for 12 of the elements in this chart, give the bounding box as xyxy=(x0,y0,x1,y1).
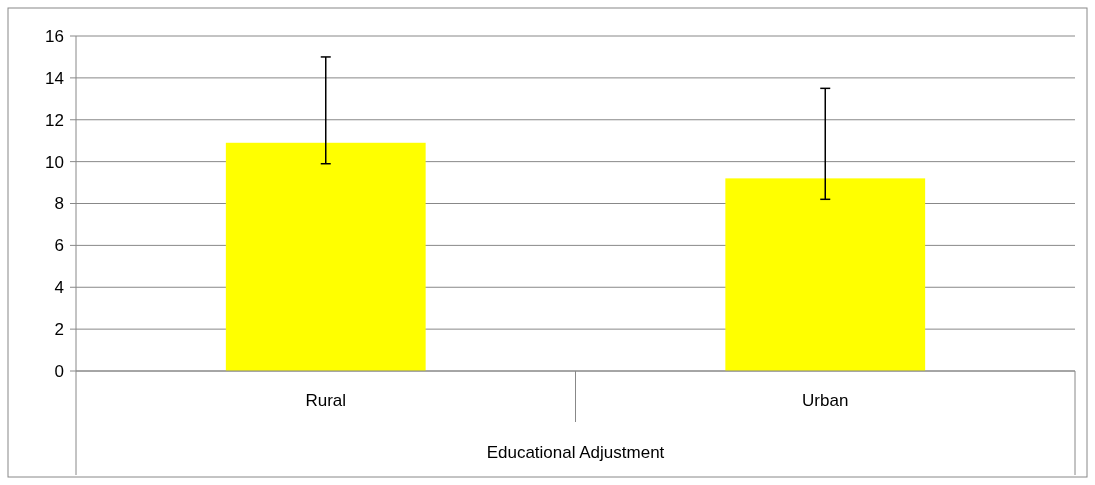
y-tick-label: 10 xyxy=(45,152,64,172)
y-tick-label: 16 xyxy=(45,26,64,46)
y-tick-label: 14 xyxy=(45,68,64,88)
x-tick-label: Urban xyxy=(802,391,849,410)
x-tick-label: Rural xyxy=(305,391,347,410)
y-tick-label: 2 xyxy=(54,320,64,340)
y-tick-label: 4 xyxy=(54,278,64,298)
y-tick-label: 8 xyxy=(54,194,64,214)
y-tick-label: 6 xyxy=(54,236,64,256)
x-axis-title: Educational Adjustment xyxy=(486,443,665,462)
y-tick-label: 0 xyxy=(54,361,64,381)
y-tick-label: 12 xyxy=(45,110,64,130)
